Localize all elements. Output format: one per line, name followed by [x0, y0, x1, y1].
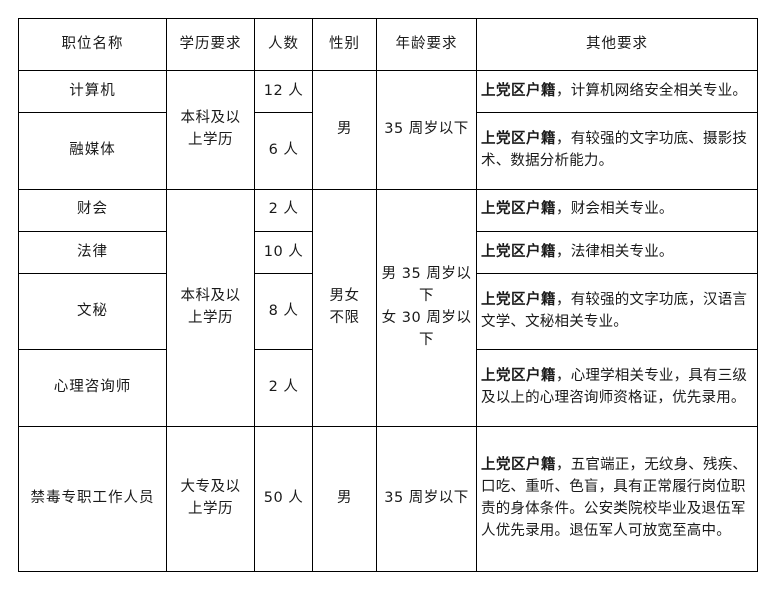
other-requirement-text: ，有较强的文字功底，汉语言文学、文秘相关专业。 — [481, 291, 748, 330]
column-header-education: 学历要求 — [166, 18, 255, 71]
cell-other-requirements: 上党区户籍，有较强的文字功底，汉语言文学、文秘相关专业。 — [476, 272, 758, 351]
gender-line-1: 男 — [337, 490, 352, 507]
hukou-prefix: 上党区户籍 — [481, 82, 556, 99]
cell-position: 文秘 — [18, 272, 167, 351]
cell-education: 本科及以 上学历 — [166, 188, 255, 427]
hukou-prefix: 上党区户籍 — [481, 457, 556, 474]
cell-headcount: 6 人 — [254, 112, 313, 190]
cell-other-requirements: 上党区户籍，有较强的文字功底、摄影技术、数据分析能力。 — [476, 112, 758, 190]
cell-age: 35 周岁以下 — [376, 425, 477, 573]
table-row: 财会 本科及以 上学历 2 人 男女 不限 男 35 周岁以 下 女 30 周岁… — [18, 188, 758, 427]
other-requirement-text: ，法律相关专业。 — [556, 243, 674, 260]
table-body: 计算机 本科及以 上学历 12 人 男 35 周岁以下 上党区户籍，计算机网络安… — [18, 69, 758, 573]
table-row: 文秘 8 人 上党区户籍，有较强的文字功底，汉语言文学、文秘相关专业。 — [18, 272, 758, 351]
education-line-2: 上学历 — [188, 309, 233, 326]
education-line-1: 本科及以 — [180, 110, 241, 127]
column-header-gender: 性别 — [312, 18, 377, 71]
cell-other-requirements: 上党区户籍，财会相关专业。 — [476, 188, 758, 232]
table-row: 计算机 本科及以 上学历 12 人 男 35 周岁以下 上党区户籍，计算机网络安… — [18, 69, 758, 190]
other-requirement-text: ，心理学相关专业，具有三级及以上的心理咨询师资格证，优先录用。 — [481, 368, 748, 407]
cell-other-requirements: 上党区户籍，法律相关专业。 — [476, 230, 758, 274]
age-line-1: 35 周岁以下 — [384, 490, 469, 507]
cell-other-requirements: 上党区户籍，心理学相关专业，具有三级及以上的心理咨询师资格证，优先录用。 — [476, 349, 758, 427]
cell-position: 心理咨询师 — [18, 349, 167, 427]
cell-position: 法律 — [18, 230, 167, 274]
cell-headcount: 2 人 — [254, 188, 313, 232]
other-requirement-text: ，有较强的文字功底、摄影技术、数据分析能力。 — [481, 131, 748, 169]
column-header-age: 年龄要求 — [376, 18, 477, 71]
cell-education: 本科及以 上学历 — [166, 70, 255, 190]
gender-line-1: 男 — [337, 120, 352, 137]
age-line-1: 男 35 周岁以 — [381, 266, 472, 283]
cell-gender: 男 — [312, 70, 377, 190]
hukou-prefix: 上党区户籍 — [481, 243, 556, 260]
recruitment-table-container: 职位名称 学历要求 人数 性别 年龄要求 其他要求 计算机 本科及以 上学历 1… — [18, 18, 758, 573]
cell-headcount: 50 人 — [254, 425, 313, 573]
age-line-1: 35 周岁以下 — [384, 120, 469, 137]
gender-line-1: 男女 — [329, 288, 360, 305]
hukou-prefix: 上党区户籍 — [481, 368, 556, 385]
education-line-2: 上学历 — [188, 131, 233, 148]
cell-gender: 男 — [312, 425, 377, 573]
cell-other-requirements: 上党区户籍，计算机网络安全相关专业。 — [476, 69, 758, 114]
education-line-1: 大专及以 — [180, 479, 241, 496]
gender-line-2: 不限 — [329, 309, 360, 326]
cell-position: 融媒体 — [18, 112, 167, 190]
cell-headcount: 8 人 — [254, 272, 313, 351]
cell-headcount: 10 人 — [254, 230, 313, 274]
cell-position: 禁毒专职工作人员 — [18, 425, 167, 573]
cell-position: 计算机 — [18, 69, 167, 114]
other-requirement-text: ，五官端正，无纹身、残疾、口吃、重听、色盲，具有正常履行岗位职责的身体条件。公安… — [481, 457, 748, 539]
table-row: 心理咨询师 2 人 上党区户籍，心理学相关专业，具有三级及以上的心理咨询师资格证… — [18, 349, 758, 427]
table-row: 融媒体 6 人 上党区户籍，有较强的文字功底、摄影技术、数据分析能力。 — [18, 112, 758, 190]
age-line-2: 下 — [419, 288, 434, 305]
cell-headcount: 2 人 — [254, 349, 313, 427]
cell-age: 男 35 周岁以 下 女 30 周岁以 下 — [376, 188, 477, 427]
age-line-3: 女 30 周岁以 — [381, 309, 472, 326]
cell-education: 大专及以 上学历 — [166, 425, 255, 573]
cell-headcount: 12 人 — [254, 69, 313, 114]
age-line-4: 下 — [419, 331, 434, 348]
table-row: 禁毒专职工作人员 大专及以 上学历 50 人 男 35 周岁以下 上党区户籍，五… — [18, 425, 758, 573]
cell-gender: 男女 不限 — [312, 188, 377, 427]
cell-position: 财会 — [18, 188, 167, 232]
table-row: 法律 10 人 上党区户籍，法律相关专业。 — [18, 230, 758, 274]
table-header-row: 职位名称 学历要求 人数 性别 年龄要求 其他要求 — [18, 18, 758, 71]
column-header-position: 职位名称 — [18, 18, 167, 71]
education-line-2: 上学历 — [188, 500, 233, 517]
column-header-headcount: 人数 — [254, 18, 313, 71]
other-requirement-text: ，财会相关专业。 — [556, 201, 674, 218]
other-requirement-text: ，计算机网络安全相关专业。 — [556, 82, 748, 99]
recruitment-table: 职位名称 学历要求 人数 性别 年龄要求 其他要求 计算机 本科及以 上学历 1… — [18, 18, 758, 573]
hukou-prefix: 上党区户籍 — [481, 201, 556, 218]
hukou-prefix: 上党区户籍 — [481, 291, 556, 308]
hukou-prefix: 上党区户籍 — [481, 131, 556, 148]
cell-other-requirements: 上党区户籍，五官端正，无纹身、残疾、口吃、重听、色盲，具有正常履行岗位职责的身体… — [476, 425, 758, 573]
column-header-other: 其他要求 — [476, 18, 758, 71]
cell-age: 35 周岁以下 — [376, 70, 477, 190]
education-line-1: 本科及以 — [180, 288, 241, 305]
